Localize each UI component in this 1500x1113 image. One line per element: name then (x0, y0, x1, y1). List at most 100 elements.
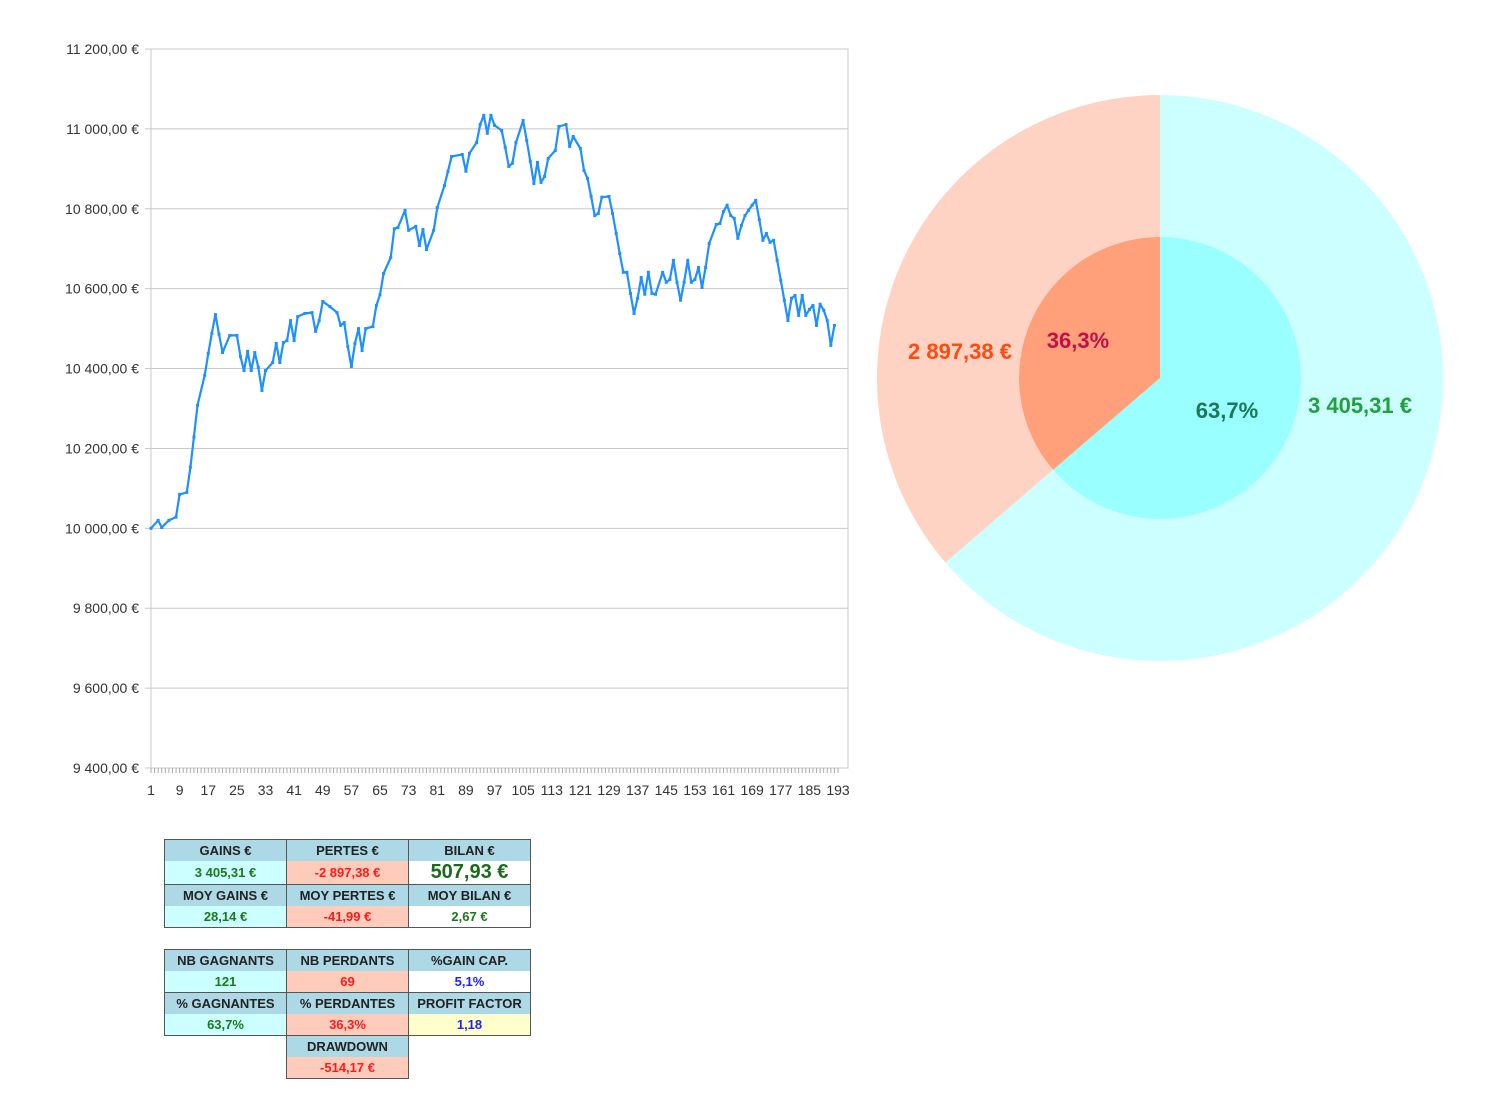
pct-perdantes-value: 36,3% (286, 1014, 409, 1036)
x-tick-label: 57 (344, 782, 360, 798)
data-point (314, 329, 318, 333)
data-point (557, 124, 561, 128)
data-point (271, 361, 275, 365)
data-point (242, 369, 246, 373)
data-point (389, 256, 393, 260)
data-point (646, 270, 650, 274)
data-point (689, 280, 693, 284)
data-point (464, 169, 468, 173)
plot-area (150, 48, 849, 769)
gain-cap-value: 5,1% (408, 971, 531, 993)
data-point (650, 291, 654, 295)
data-point (822, 308, 826, 312)
y-tick-label: 11 200,00 € (66, 41, 139, 57)
data-point (213, 313, 217, 317)
data-point (249, 369, 253, 373)
data-point (206, 351, 210, 355)
data-point (568, 144, 572, 148)
data-point (321, 299, 325, 303)
x-tick-label: 193 (826, 782, 850, 798)
data-point (335, 311, 339, 315)
data-point (403, 208, 407, 212)
gain-cap-header: %GAIN CAP. (408, 949, 531, 971)
data-point (682, 280, 686, 284)
data-point (582, 168, 586, 172)
data-point (743, 214, 747, 218)
data-point (593, 214, 597, 218)
x-tick-label: 105 (511, 782, 535, 798)
x-tick-label: 81 (429, 782, 445, 798)
nb-gagnants-header: NB GAGNANTS (164, 949, 287, 971)
empty-cell (409, 1036, 531, 1058)
data-point (807, 307, 811, 311)
data-point (535, 160, 539, 164)
data-point (729, 214, 733, 218)
data-point (253, 351, 257, 355)
data-point (775, 258, 779, 262)
gains-losses-donut-chart: 3 405,31 € 63,7% 2 897,38 € 36,3% (876, 95, 1443, 662)
data-point (475, 140, 479, 144)
data-point (435, 206, 439, 210)
data-point (811, 303, 815, 307)
data-point (543, 174, 547, 178)
pct-perdantes-header: % PERDANTES (286, 992, 409, 1014)
moy-pertes-header: MOY PERTES € (286, 884, 409, 906)
data-point (378, 293, 382, 297)
empty-cell (409, 1057, 531, 1079)
data-point (210, 331, 214, 335)
profit-factor-value: 1,18 (408, 1014, 531, 1036)
data-point (700, 285, 704, 289)
data-point (407, 228, 411, 232)
data-point (636, 296, 640, 300)
gains-header: GAINS € (164, 839, 287, 861)
data-point (467, 151, 471, 155)
percent-label-gains: 63,7% (1196, 398, 1258, 423)
data-point (382, 271, 386, 275)
data-point (493, 123, 496, 127)
x-tick-label: 73 (401, 782, 417, 798)
data-point (160, 526, 164, 530)
data-point (510, 161, 514, 165)
y-tick-label: 9 800,00 € (73, 600, 139, 616)
data-point (654, 292, 658, 296)
summary-table: GAINS € PERTES € BILAN € 3 405,31 € -2 897,… (164, 839, 531, 928)
data-point (786, 319, 790, 323)
data-point (825, 319, 829, 323)
data-point (414, 224, 418, 228)
data-point (639, 275, 643, 279)
data-point (188, 465, 192, 469)
data-point (818, 302, 822, 306)
data-point (628, 291, 632, 295)
data-point (797, 313, 801, 317)
data-point (586, 176, 590, 180)
data-point (621, 270, 625, 274)
data-point (149, 526, 153, 530)
data-point (203, 373, 207, 377)
x-tick-label: 145 (655, 782, 679, 798)
data-point (571, 134, 575, 138)
data-point (371, 325, 375, 329)
data-point (704, 265, 708, 269)
data-point (696, 265, 700, 269)
data-point (296, 315, 300, 319)
data-point (246, 349, 250, 353)
data-point (503, 145, 507, 149)
x-tick-label: 41 (286, 782, 302, 798)
x-tick-label: 17 (200, 782, 216, 798)
data-point (596, 212, 600, 216)
series-line-capital (150, 114, 836, 530)
data-point (800, 293, 804, 297)
data-point (671, 258, 675, 262)
data-point (782, 298, 786, 302)
data-point (417, 244, 421, 248)
pertes-header: PERTES € (286, 839, 409, 861)
data-point (661, 270, 665, 274)
bilan-header: BILAN € (408, 839, 531, 861)
data-point (679, 298, 683, 302)
data-point (707, 242, 711, 246)
x-tick-label: 161 (712, 782, 736, 798)
gains-value: 3 405,31 € (164, 861, 287, 885)
nb-perdants-value: 69 (286, 971, 409, 993)
data-point (221, 351, 225, 355)
